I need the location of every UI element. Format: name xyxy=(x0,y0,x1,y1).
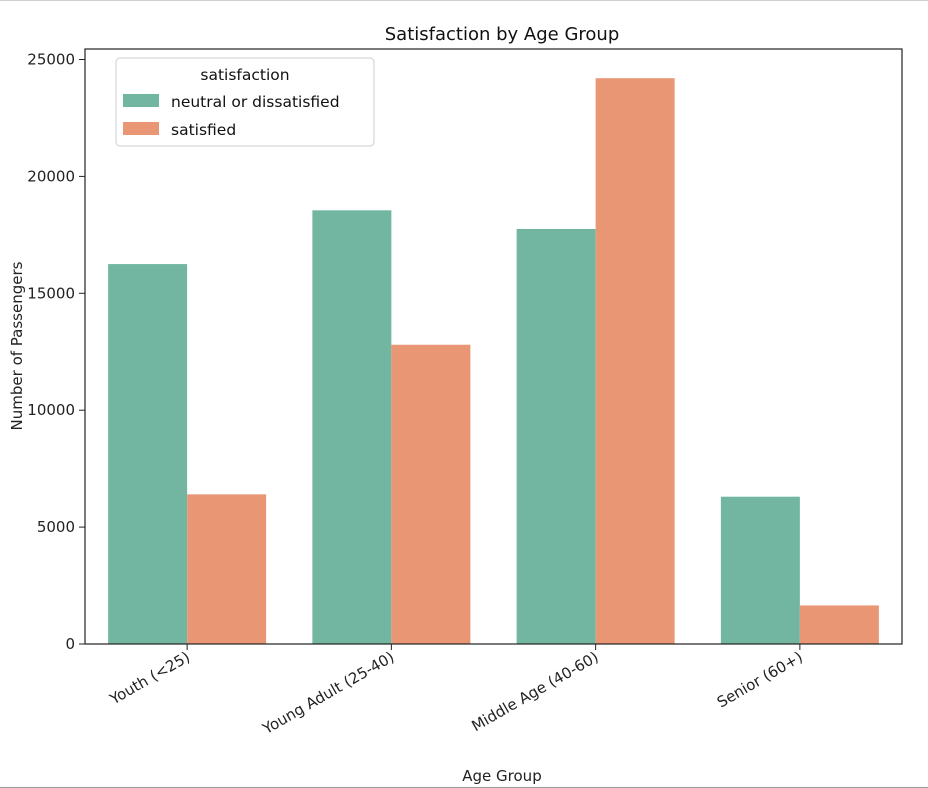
legend-label-neutral-or-dissatisfied: neutral or dissatisfied xyxy=(171,93,340,111)
chart-title: Satisfaction by Age Group xyxy=(385,24,620,45)
bar-satisfied-3 xyxy=(799,605,879,644)
legend-swatch-satisfied xyxy=(123,122,159,135)
legend-box xyxy=(115,57,375,147)
legend-label-satisfied: satisfied xyxy=(171,121,236,139)
y-tick-label: 0 xyxy=(65,635,75,653)
bar-neutral-or-dissatisfied-0 xyxy=(108,264,188,644)
y-tick-label: 20000 xyxy=(27,167,75,185)
x-tick-label: Senior (60+) xyxy=(714,648,806,712)
legend-swatch-neutral-or-dissatisfied xyxy=(123,94,159,107)
y-axis-label: Number of Passengers xyxy=(8,261,26,430)
bar-neutral-or-dissatisfied-1 xyxy=(312,210,392,644)
x-tick-label: Youth (<25) xyxy=(106,648,193,709)
y-tick-label: 25000 xyxy=(27,51,75,69)
y-axis: 0 5000 10000 15000 20000 25000 xyxy=(27,51,85,653)
bar-satisfied-1 xyxy=(391,344,471,644)
x-tick-label: Young Adult (25-40) xyxy=(259,648,398,738)
y-tick-label: 10000 xyxy=(27,401,75,419)
y-tick-label: 5000 xyxy=(37,518,75,536)
legend: satisfaction neutral or dissatisfied sat… xyxy=(115,57,375,147)
plot-area xyxy=(108,78,879,645)
x-axis-label: Age Group xyxy=(462,767,541,785)
plot-frame xyxy=(84,48,903,645)
x-tick-label: Middle Age (40-60) xyxy=(468,648,601,735)
bar-neutral-or-dissatisfied-2 xyxy=(516,229,596,644)
bar-satisfied-2 xyxy=(595,78,675,645)
x-axis: Youth (<25) Young Adult (25-40) Middle Age… xyxy=(106,644,806,738)
y-tick-label: 15000 xyxy=(27,284,75,302)
bar-neutral-or-dissatisfied-3 xyxy=(720,496,800,644)
legend-title: satisfaction xyxy=(200,66,289,84)
bar-satisfied-0 xyxy=(187,494,267,644)
